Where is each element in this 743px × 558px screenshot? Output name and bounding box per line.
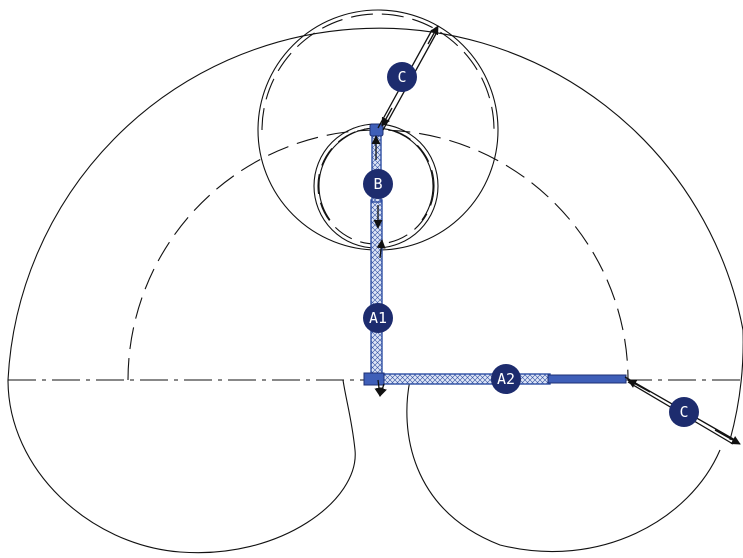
outer-envelope-arc (7, 27, 743, 381)
jib-swing-circle-dashed (261, 13, 495, 131)
outer-envelope-right-lower (406, 379, 721, 553)
badge-a2-label: A2 (497, 370, 515, 388)
a2-arrow-left (378, 383, 387, 397)
b-swing-arc-right (375, 127, 434, 221)
boom-foot (363, 372, 385, 386)
badge-c-right: C (669, 397, 699, 427)
b-swing-arc-left (318, 127, 377, 221)
boom-a2 (379, 373, 551, 385)
outer-envelope-right (729, 330, 743, 441)
badge-a1: A1 (363, 303, 393, 333)
badge-a1-label: A1 (369, 309, 387, 327)
jib-c-top-arrow-down (381, 107, 393, 127)
badge-a2: A2 (491, 364, 521, 394)
a1-arrow-up (376, 239, 386, 259)
jib-c-right-arrow-out (714, 429, 741, 445)
badge-c-top: C (387, 62, 417, 92)
jib-c-top-arrow-up (427, 25, 439, 45)
badge-c-right-label: C (679, 403, 688, 421)
boom-head (369, 123, 384, 137)
outer-envelope-left-lower (7, 379, 356, 554)
jib-c-right-arrow-in (627, 379, 651, 393)
badge-b-label: B (373, 175, 382, 193)
badge-c-top-label: C (397, 68, 406, 86)
boom-a1 (370, 199, 383, 383)
boom-a2-tip (547, 374, 627, 384)
badge-b: B (363, 169, 393, 199)
